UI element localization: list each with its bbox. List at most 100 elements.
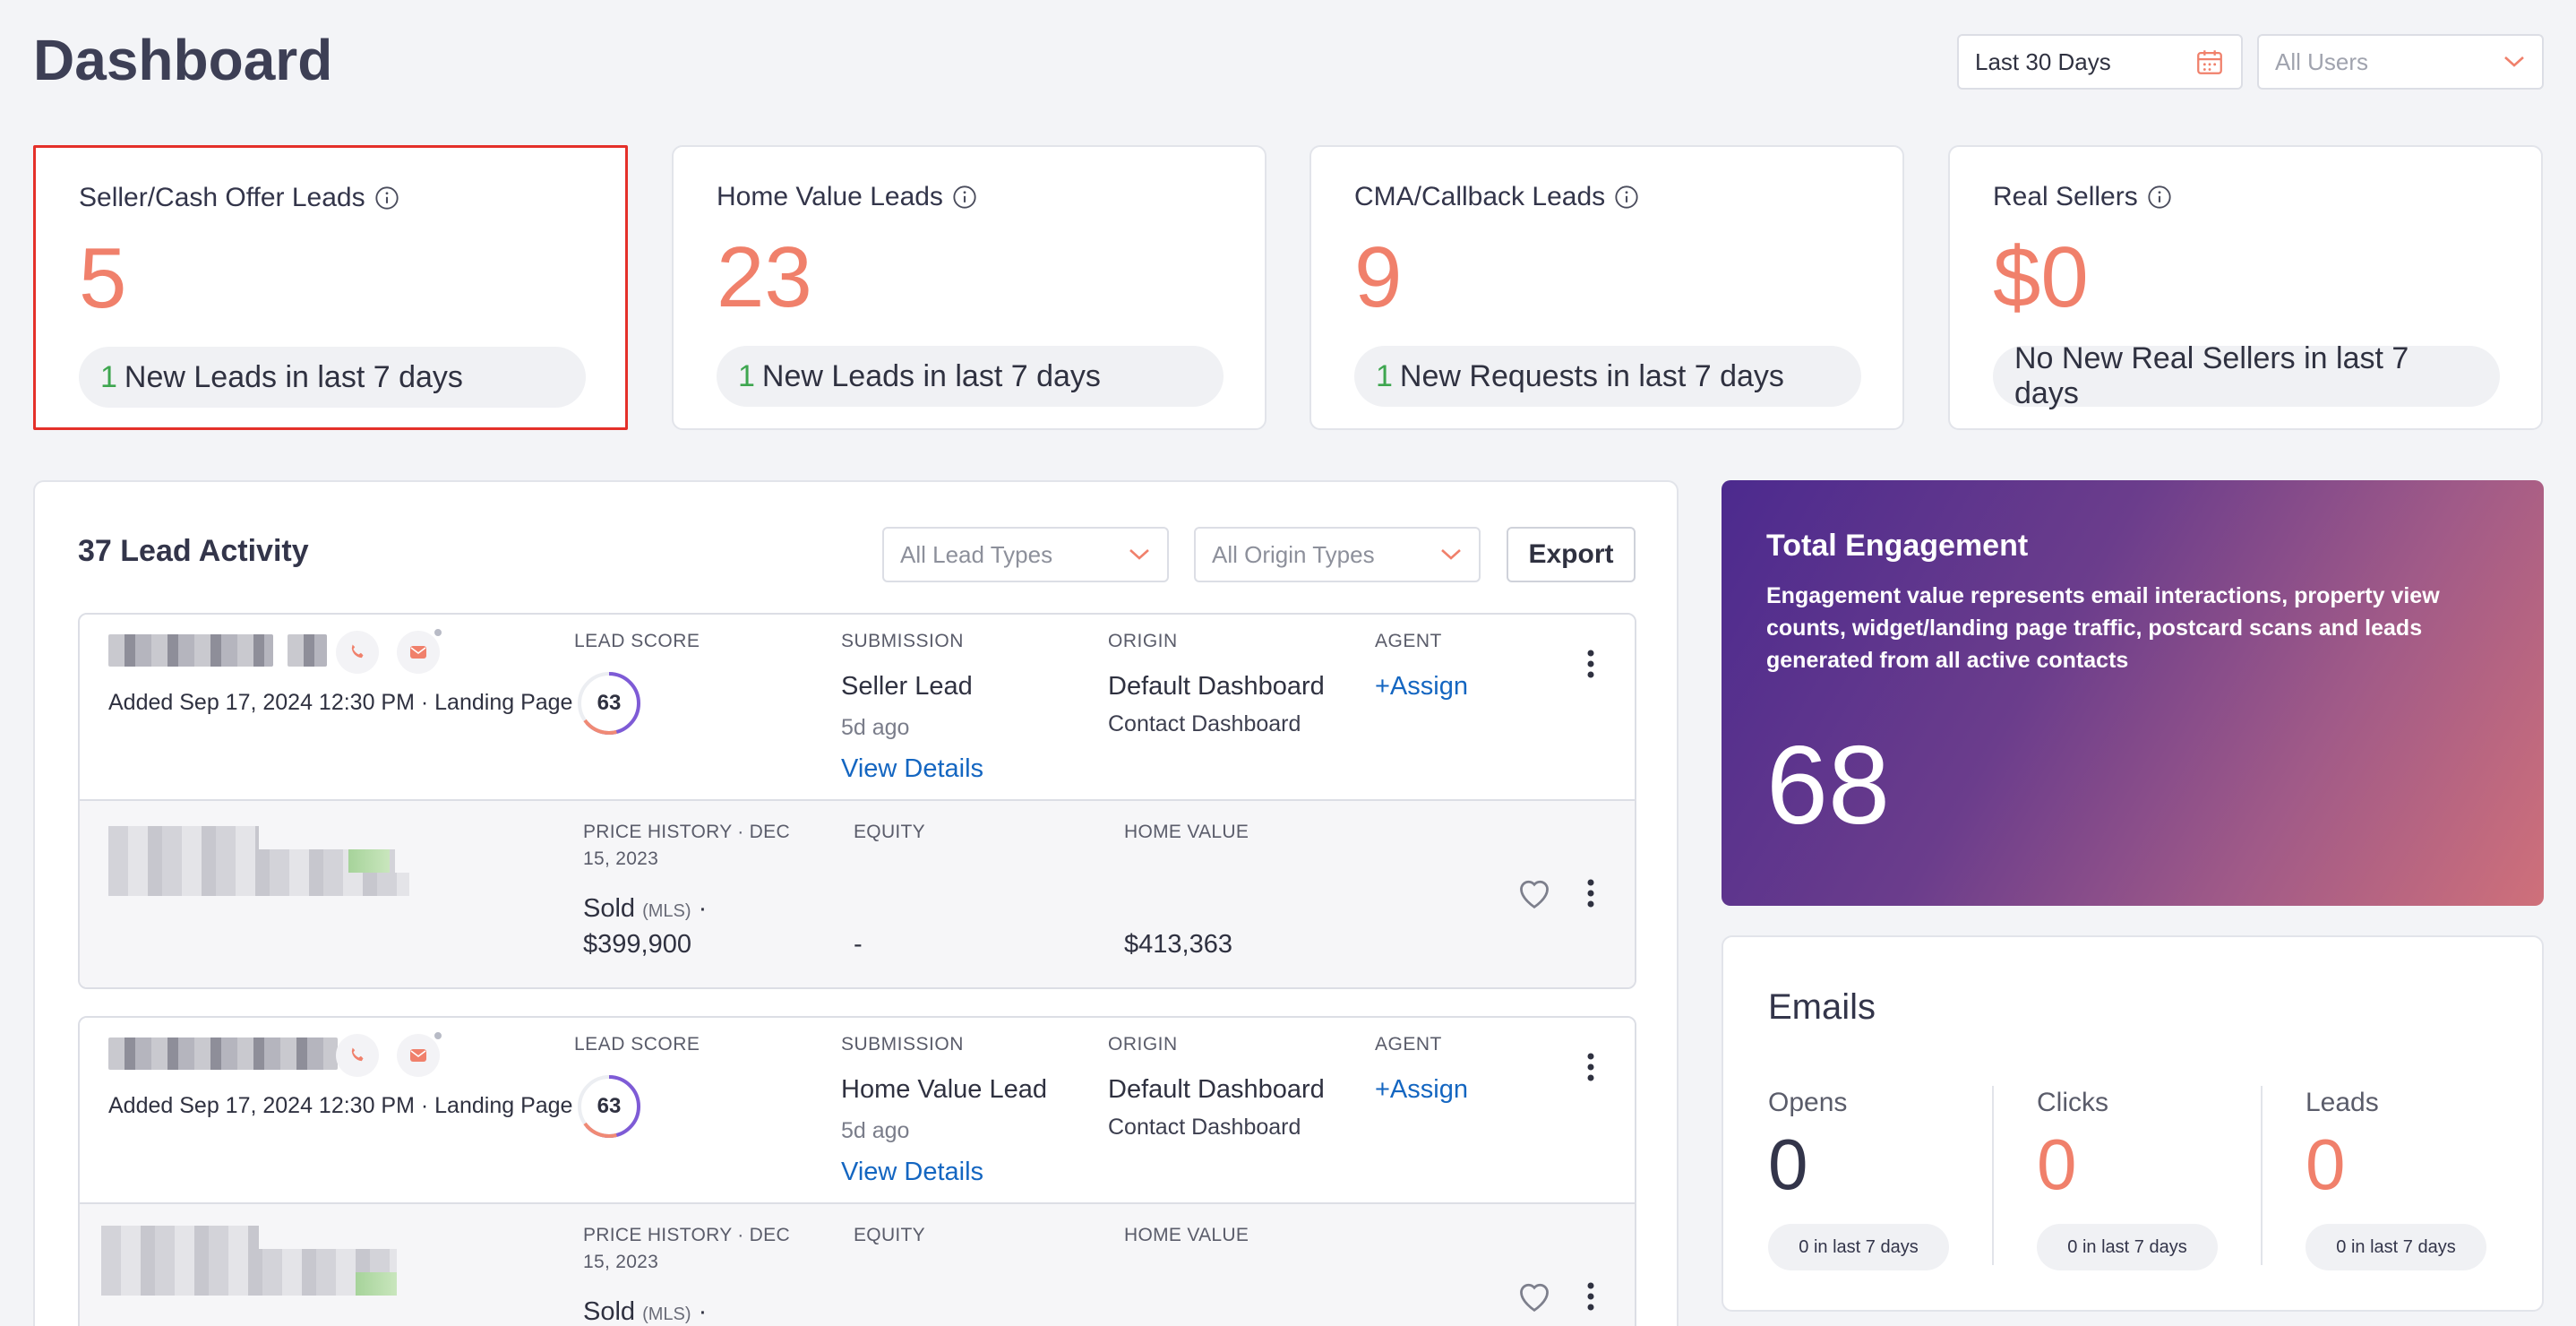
home-value-header: HOME VALUE — [1124, 822, 1249, 842]
submission-header: SUBMISSION — [841, 631, 964, 651]
lead-score-header: LEAD SCORE — [574, 1034, 700, 1055]
stat-label: CMA/Callback Leads — [1354, 182, 1606, 211]
agent-header: AGENT — [1375, 1034, 1442, 1055]
sold-status: Sold (MLS) · — [583, 894, 707, 924]
stat-new-badge: 1 New Leads in last 7 days — [79, 347, 586, 408]
stat-label-row: Home Value Leads — [717, 179, 1222, 215]
sold-label: Sold — [583, 894, 636, 923]
divider — [2261, 1086, 2263, 1265]
sold-separator: · — [698, 1297, 708, 1326]
stat-card-seller-leads[interactable]: Seller/Cash Offer Leads 5 1 New Leads in… — [33, 145, 628, 430]
score-ring-icon — [578, 672, 640, 735]
call-button[interactable] — [336, 1034, 379, 1077]
stat-new-badge: 1 New Requests in last 7 days — [1354, 346, 1861, 407]
lead-activity-title: 37 Lead Activity — [78, 534, 309, 568]
more-options-icon[interactable] — [1586, 1052, 1595, 1082]
stat-new-text: New Leads in last 7 days — [124, 359, 463, 394]
stat-new-badge: No New Real Sellers in last 7 days — [1993, 341, 2500, 410]
lead-name-redacted — [108, 1038, 338, 1070]
stat-label: Real Sellers — [1993, 182, 2138, 211]
sold-price: $399,900 — [583, 930, 691, 959]
origin-sub: Contact Dashboard — [1108, 1115, 1301, 1140]
email-stat-leads: Leads 0 0 in last 7 days — [2306, 1088, 2538, 1270]
info-icon[interactable] — [952, 185, 977, 210]
lead-types-select[interactable]: All Lead Types — [882, 527, 1169, 582]
submission-age: 5d ago — [841, 1118, 910, 1143]
lead-score-value: 63 — [597, 1094, 622, 1118]
stat-new-count: 1 — [1376, 358, 1393, 393]
users-select-value: All Users — [2275, 47, 2369, 75]
email-stat-label: Clicks — [2037, 1088, 2108, 1117]
info-icon[interactable] — [374, 185, 399, 211]
submission-age: 5d ago — [841, 715, 910, 740]
heart-icon[interactable] — [1515, 874, 1554, 910]
property-address-redacted — [108, 826, 409, 896]
stat-card-real-sellers[interactable]: Real Sellers $0 No New Real Sellers in l… — [1948, 145, 2543, 430]
calendar-icon — [2197, 50, 2222, 74]
info-icon[interactable] — [2147, 185, 2172, 210]
page-title: Dashboard — [33, 28, 333, 92]
property-row: PRICE HISTORY · DEC 15, 2023 Sold (MLS) … — [80, 801, 1635, 987]
stat-label: Seller/Cash Offer Leads — [79, 183, 365, 212]
engagement-value: 68 — [1766, 724, 1890, 848]
origin-value: Default Dashboard — [1108, 1075, 1325, 1104]
stat-new-count: 1 — [100, 359, 117, 394]
email-stat-value: 0 — [2306, 1124, 2346, 1204]
price-history-header: PRICE HISTORY · DEC 15, 2023 — [583, 822, 790, 869]
more-options-icon[interactable] — [1586, 649, 1595, 679]
date-range-value: Last 30 Days — [1975, 47, 2111, 75]
origin-header: ORIGIN — [1108, 631, 1178, 651]
stat-new-badge: 1 New Leads in last 7 days — [717, 346, 1224, 407]
email-stat-opens: Opens 0 0 in last 7 days — [1768, 1088, 2001, 1270]
lead-summary-row: Added Sep 17, 2024 12:30 PM · Landing Pa… — [80, 615, 1635, 801]
chevron-down-icon — [1441, 549, 1461, 560]
equity-header: EQUITY — [854, 822, 925, 842]
stat-label-row: CMA/Callback Leads — [1354, 179, 1859, 215]
email-button[interactable] — [397, 627, 443, 674]
assign-agent-link[interactable]: +Assign — [1375, 1075, 1468, 1104]
lead-score-ring: 63 — [576, 670, 642, 736]
status-dot — [433, 627, 443, 638]
emails-title: Emails — [1768, 987, 1876, 1027]
stat-card-cma-callback-leads[interactable]: CMA/Callback Leads 9 1 New Requests in l… — [1309, 145, 1904, 430]
assign-agent-link[interactable]: +Assign — [1375, 672, 1468, 701]
submission-type: Home Value Lead — [841, 1075, 1048, 1104]
lead-types-value: All Lead Types — [900, 540, 1053, 568]
mail-icon — [410, 646, 426, 659]
heart-icon[interactable] — [1515, 1278, 1554, 1313]
stat-card-home-value-leads[interactable]: Home Value Leads 23 1 New Leads in last … — [672, 145, 1267, 430]
export-button[interactable]: Export — [1507, 527, 1636, 582]
info-icon[interactable] — [1614, 185, 1639, 210]
lead-name-redacted — [108, 634, 327, 667]
score-ring-icon — [578, 1075, 640, 1138]
origin-value: Default Dashboard — [1108, 672, 1325, 701]
stat-value: 23 — [717, 229, 812, 325]
call-button[interactable] — [336, 631, 379, 674]
mail-icon — [410, 1049, 426, 1062]
total-engagement-card: Total Engagement Engagement value repres… — [1722, 480, 2544, 906]
lead-card: Added Sep 17, 2024 12:30 PM · Landing Pa… — [78, 613, 1636, 989]
lead-score-ring: 63 — [576, 1073, 642, 1140]
equity-header: EQUITY — [854, 1225, 925, 1245]
lead-added-text: Added Sep 17, 2024 12:30 PM · Landing Pa… — [108, 690, 573, 715]
sold-source: (MLS) — [642, 1304, 691, 1324]
email-button[interactable] — [397, 1030, 443, 1077]
agent-header: AGENT — [1375, 631, 1442, 651]
property-address-redacted — [101, 1226, 397, 1296]
origin-header: ORIGIN — [1108, 1034, 1178, 1055]
origin-types-select[interactable]: All Origin Types — [1194, 527, 1481, 582]
email-stat-label: Leads — [2306, 1088, 2379, 1117]
view-details-link[interactable]: View Details — [841, 754, 984, 783]
users-select[interactable]: All Users — [2257, 34, 2544, 90]
submission-header: SUBMISSION — [841, 1034, 964, 1055]
phone-icon — [351, 644, 364, 659]
lead-score-header: LEAD SCORE — [574, 631, 700, 651]
email-stat-label: Opens — [1768, 1088, 1848, 1117]
email-stat-sub: 0 in last 7 days — [2037, 1224, 2218, 1270]
more-options-icon[interactable] — [1586, 878, 1595, 908]
engagement-description: Engagement value represents email intera… — [1766, 583, 2440, 673]
view-details-link[interactable]: View Details — [841, 1158, 984, 1186]
more-options-icon[interactable] — [1586, 1281, 1595, 1312]
home-value-header: HOME VALUE — [1124, 1225, 1249, 1245]
date-range-picker[interactable]: Last 30 Days — [1957, 34, 2243, 90]
